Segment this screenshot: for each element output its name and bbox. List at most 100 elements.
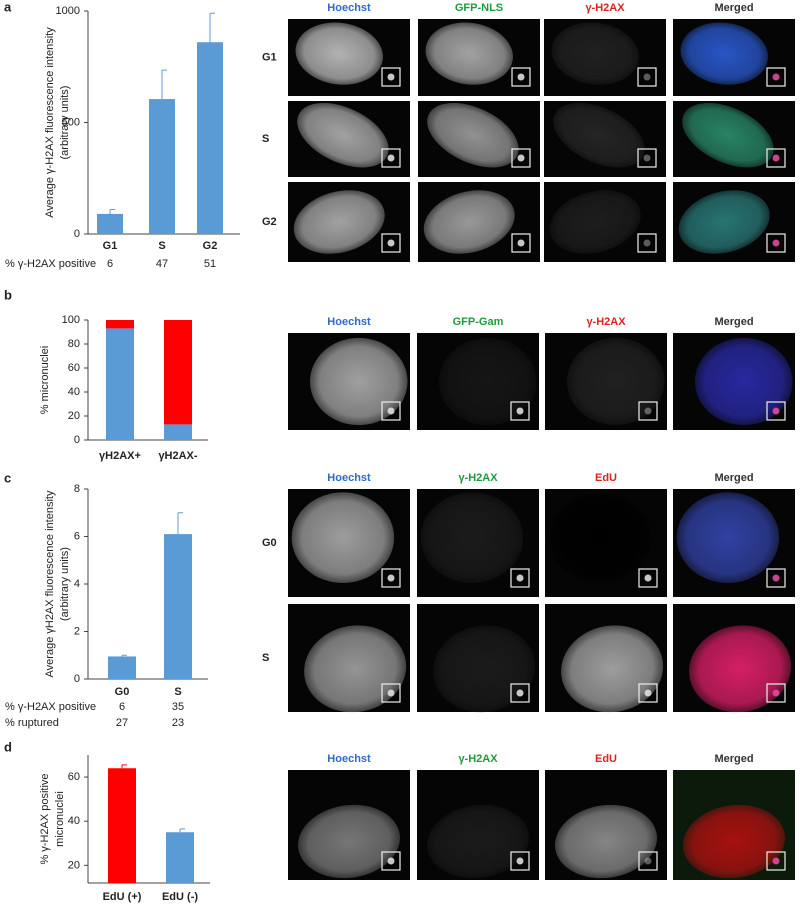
micrograph bbox=[288, 489, 410, 597]
panel-label: c bbox=[4, 470, 11, 485]
y-tick-label: 1000 bbox=[56, 5, 80, 17]
bar bbox=[108, 768, 136, 883]
micronucleus bbox=[644, 574, 652, 582]
error-bar bbox=[121, 764, 127, 769]
y-axis-label: % γ-H2AX positive bbox=[39, 773, 51, 864]
micronucleus bbox=[516, 689, 524, 697]
micrograph bbox=[418, 19, 540, 96]
inset-box bbox=[637, 233, 657, 253]
micronucleus bbox=[644, 689, 652, 697]
y-axis-label: Average γ-H2AX fluorescence intensity bbox=[44, 27, 56, 218]
row-label: S bbox=[262, 133, 269, 145]
micrograph bbox=[544, 182, 666, 262]
row-label: G0 bbox=[262, 537, 277, 549]
inset-box bbox=[510, 568, 530, 588]
nucleus bbox=[420, 492, 524, 583]
micronucleus bbox=[644, 857, 652, 865]
micronucleus bbox=[387, 857, 395, 865]
row-label: % γ-H2AX positive bbox=[5, 701, 96, 713]
nucleus bbox=[678, 190, 770, 254]
nucleus bbox=[291, 492, 395, 583]
micrograph bbox=[288, 770, 410, 880]
y-tick-label: 6 bbox=[74, 530, 80, 542]
inset-box bbox=[638, 683, 658, 703]
nucleus bbox=[298, 804, 400, 879]
y-tick-label: 0 bbox=[74, 228, 80, 240]
micronucleus bbox=[387, 154, 395, 162]
row-value: 51 bbox=[204, 258, 216, 270]
micrograph bbox=[417, 489, 539, 597]
micronucleus bbox=[387, 574, 395, 582]
bar bbox=[149, 99, 175, 235]
x-tick-label: G1 bbox=[103, 240, 118, 252]
micrograph bbox=[545, 333, 667, 430]
x-tick-label: G0 bbox=[115, 686, 130, 698]
inset-box bbox=[510, 683, 530, 703]
column-header: γ-H2AX bbox=[458, 753, 498, 765]
row-label: S bbox=[262, 652, 269, 664]
column-header: γ-H2AX bbox=[586, 316, 626, 328]
micrograph bbox=[545, 489, 667, 597]
inset-box bbox=[766, 67, 786, 87]
bar-segment bbox=[164, 320, 192, 425]
nucleus bbox=[433, 625, 536, 713]
micrograph bbox=[417, 333, 539, 430]
micronucleus bbox=[517, 154, 525, 162]
inset-box bbox=[381, 683, 401, 703]
inset-box bbox=[381, 67, 401, 87]
bar-segment bbox=[106, 320, 134, 329]
nucleus bbox=[682, 102, 774, 168]
inset-box bbox=[381, 233, 401, 253]
micrograph bbox=[288, 333, 410, 430]
x-tick-label: EdU (-) bbox=[162, 891, 198, 903]
row-label: G1 bbox=[262, 51, 277, 63]
inset-box bbox=[766, 683, 786, 703]
column-header: GFP-NLS bbox=[455, 2, 503, 14]
panel-label: b bbox=[4, 287, 12, 302]
column-header: γ-H2AX bbox=[458, 472, 498, 484]
micronucleus bbox=[517, 239, 525, 247]
micrograph bbox=[418, 101, 540, 177]
column-header: Merged bbox=[714, 2, 753, 14]
row-value: 6 bbox=[119, 701, 125, 713]
micronucleus bbox=[516, 857, 524, 865]
micronucleus bbox=[644, 407, 652, 415]
micrograph bbox=[288, 19, 410, 96]
micronucleus bbox=[772, 73, 780, 81]
inset-box bbox=[511, 148, 531, 168]
nucleus bbox=[694, 337, 793, 426]
x-tick-label: EdU (+) bbox=[103, 891, 142, 903]
micronucleus bbox=[643, 239, 651, 247]
y-tick-label: 40 bbox=[68, 815, 80, 827]
inset-box bbox=[766, 401, 786, 421]
inset-box bbox=[510, 851, 530, 871]
x-tick-label: γH2AX- bbox=[158, 450, 197, 462]
row-value: 6 bbox=[107, 258, 113, 270]
micrograph bbox=[544, 19, 666, 96]
inset-box bbox=[381, 851, 401, 871]
micrograph bbox=[673, 489, 795, 597]
y-tick-label: 40 bbox=[68, 386, 80, 398]
y-tick-label: 500 bbox=[62, 116, 80, 128]
micrograph bbox=[544, 101, 666, 177]
micrograph bbox=[673, 101, 795, 177]
bar bbox=[164, 534, 192, 679]
column-header: Merged bbox=[714, 316, 753, 328]
y-tick-label: 60 bbox=[68, 771, 80, 783]
nucleus bbox=[425, 22, 513, 85]
error-bar bbox=[161, 69, 167, 100]
inset-box bbox=[510, 401, 530, 421]
error-bar bbox=[109, 208, 115, 214]
micrograph bbox=[545, 770, 667, 880]
y-tick-label: 100 bbox=[62, 314, 80, 326]
error-bar bbox=[121, 654, 127, 657]
micrograph bbox=[545, 604, 667, 713]
bar bbox=[166, 832, 194, 883]
micrograph bbox=[288, 604, 410, 713]
micronucleus bbox=[772, 689, 780, 697]
inset-box bbox=[766, 851, 786, 871]
x-tick-label: G2 bbox=[203, 240, 218, 252]
micronucleus bbox=[772, 857, 780, 865]
y-tick-label: 0 bbox=[74, 434, 80, 446]
